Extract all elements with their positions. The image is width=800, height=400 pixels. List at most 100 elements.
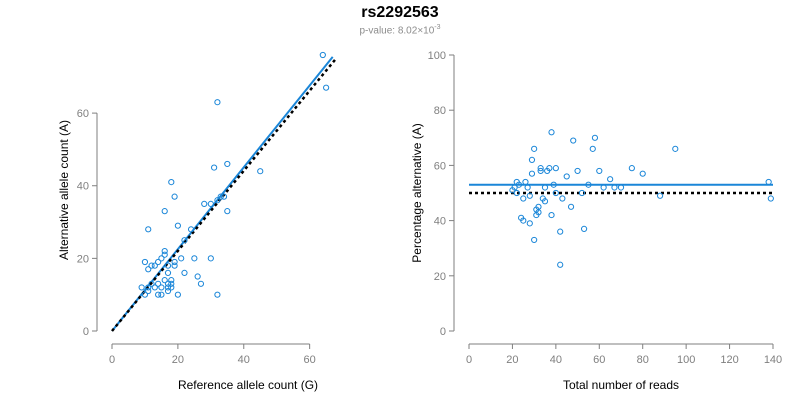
left-data-point (145, 266, 152, 273)
right-data-point (567, 203, 575, 210)
left-data-point (174, 291, 181, 298)
left-data-point (145, 287, 152, 295)
left-data-point (214, 197, 221, 204)
left-data-point (164, 269, 172, 276)
left-data-point (164, 287, 172, 295)
left-data-point (224, 160, 231, 168)
left-data-point (164, 284, 172, 291)
left-data-point (168, 280, 175, 287)
left-data-point (155, 291, 162, 298)
left-data-point (158, 291, 165, 298)
right-data-point (528, 170, 536, 177)
right-data-point (559, 195, 566, 202)
right-data-point (578, 189, 586, 197)
left-data-point (257, 168, 264, 175)
right-x-tick-label: 100 (677, 354, 695, 366)
right-y-tick-label: 40 (434, 216, 446, 228)
left-data-point (168, 277, 175, 284)
right-data-point (520, 195, 527, 202)
left-data-point (171, 258, 178, 266)
right-data-point (672, 145, 679, 152)
right-data-point (548, 129, 555, 136)
left-data-point (155, 258, 162, 266)
left-data-point (145, 226, 152, 233)
left-scatter-plot: Reference allele count (G) Alternative a… (57, 51, 337, 392)
left-data-point (141, 291, 149, 298)
right-data-point (526, 220, 533, 227)
left-x-axis-label: Reference allele count (G) (178, 378, 318, 392)
left-data-point (207, 200, 214, 207)
right-data-point (656, 192, 664, 199)
right-y-tick-label: 80 (434, 105, 446, 117)
left-data-point (145, 284, 152, 291)
left-data-point (168, 284, 175, 291)
right-x-tick-label: 40 (550, 354, 562, 366)
right-data-point (639, 170, 646, 177)
left-data-point (155, 280, 162, 287)
pvalue-exponent: -3 (434, 24, 441, 31)
right-data-point (541, 184, 549, 191)
left-y-tick-label: 20 (77, 253, 89, 265)
right-data-point (628, 165, 635, 172)
right-x-tick-label: 20 (506, 354, 518, 366)
pvalue-times: ×10 (417, 25, 435, 37)
right-data-point (548, 211, 555, 219)
pvalue-mantissa: 8.02 (397, 25, 418, 37)
left-x-tick-label: 40 (238, 354, 250, 366)
right-data-point (528, 156, 536, 163)
right-data-point (591, 134, 599, 141)
left-data-point (174, 222, 181, 229)
right-data-point (513, 189, 520, 197)
left-data-point (220, 193, 228, 200)
right-x-axis-label: Total number of reads (563, 378, 679, 392)
left-data-point (151, 262, 158, 269)
right-data-point (526, 192, 533, 199)
left-data-point (181, 269, 188, 276)
left-data-point (168, 179, 175, 186)
right-data-point (596, 167, 603, 175)
left-data-point (319, 51, 326, 59)
left-data-point (161, 208, 168, 215)
left-data-point (323, 84, 330, 91)
left-data-point (214, 291, 221, 298)
right-data-point (550, 181, 557, 188)
left-data-point (141, 258, 149, 266)
left-data-point (181, 237, 188, 244)
left-data-point (187, 226, 195, 233)
right-data-point (767, 195, 774, 202)
right-data-point (600, 184, 607, 191)
right-data-point (611, 184, 618, 191)
left-data-point (214, 99, 221, 106)
left-data-point (178, 255, 185, 262)
left-data-point (161, 248, 168, 255)
right-data-point (563, 173, 570, 180)
left-fit-line (111, 56, 334, 332)
right-data-point (557, 228, 564, 235)
right-x-tick-label: 140 (764, 354, 782, 366)
right-data-point (520, 217, 527, 224)
left-data-point (161, 251, 168, 258)
right-y-tick-label: 20 (434, 271, 446, 283)
right-x-tick-label: 60 (593, 354, 605, 366)
right-data-point (580, 225, 588, 232)
right-data-point (589, 145, 596, 152)
left-data-point (148, 262, 155, 269)
left-y-tick-label: 40 (77, 181, 89, 193)
right-y-tick-label: 60 (434, 160, 446, 172)
left-data-point (211, 164, 218, 171)
left-data-point (171, 193, 178, 200)
left-data-point (224, 208, 231, 215)
left-y-tick-label: 60 (77, 108, 89, 120)
left-data-point (194, 273, 201, 280)
right-y-tick-label: 100 (428, 50, 446, 62)
left-data-point (197, 280, 205, 287)
right-data-point (522, 178, 529, 186)
left-data-point (158, 284, 165, 291)
right-data-point (765, 178, 772, 186)
left-data-point (164, 262, 172, 269)
chart-subtitle: p-value: 8.02×10-3 (0, 24, 800, 36)
right-x-tick-label: 80 (637, 354, 649, 366)
right-data-point (574, 167, 581, 175)
right-data-point (617, 184, 625, 191)
right-y-tick-label: 0 (440, 326, 446, 338)
